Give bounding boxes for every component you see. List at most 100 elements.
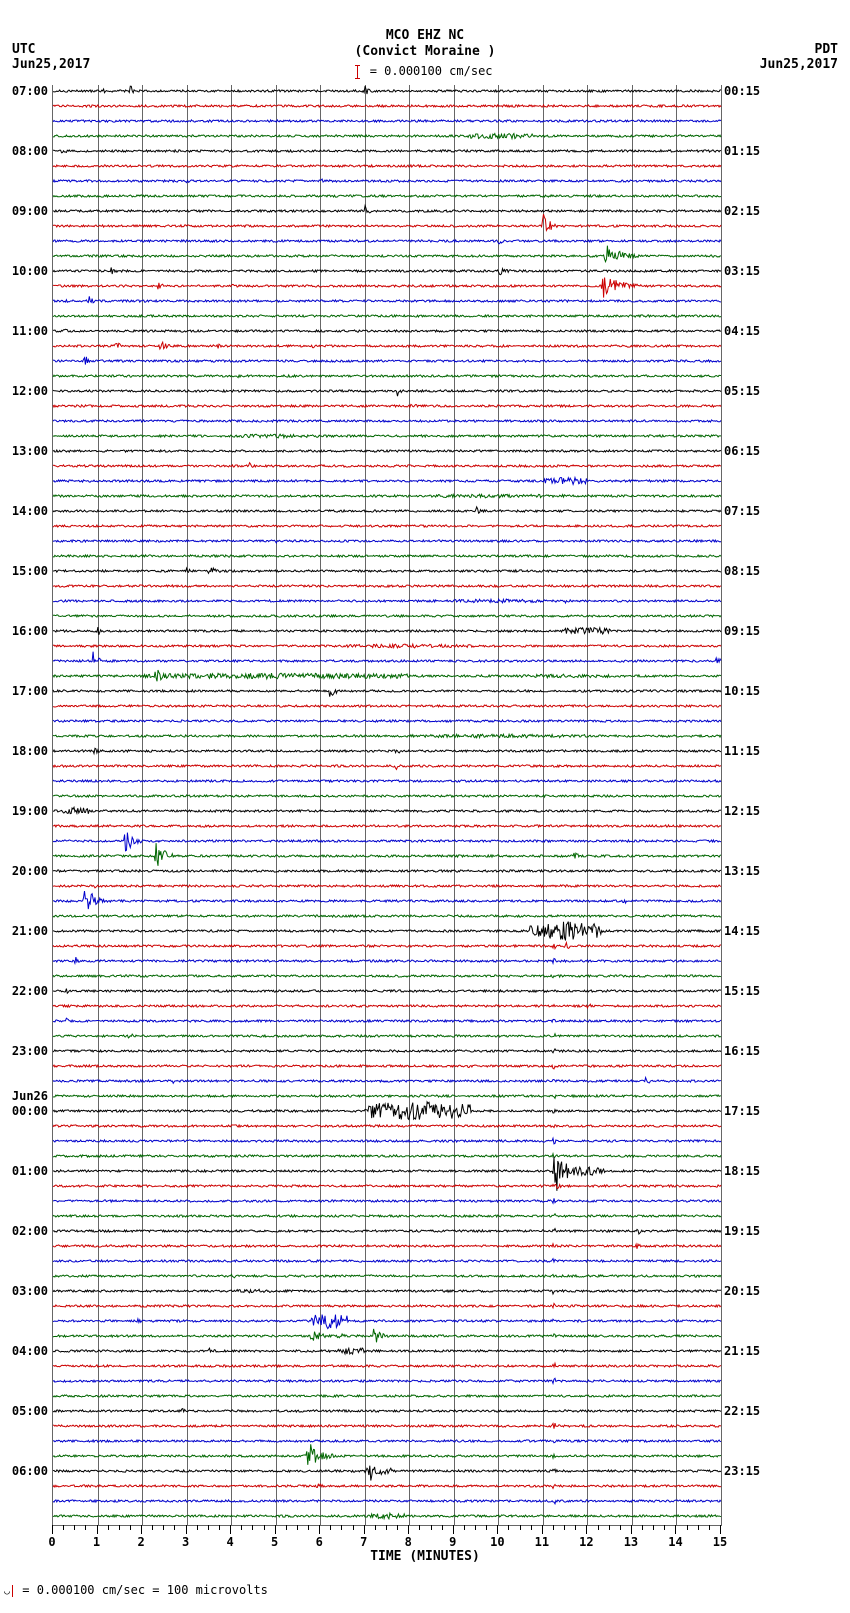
x-tick-label: 3 [176,1535,196,1549]
x-tick-major [542,1525,543,1534]
seismic-trace [53,1066,721,1096]
gridline-v [454,85,455,1525]
seismic-trace [53,1186,721,1216]
seismic-trace [53,1426,721,1456]
seismic-trace [53,826,721,856]
gridline-v [632,85,633,1525]
seismic-trace [53,646,721,676]
x-tick-label: 15 [710,1535,730,1549]
seismic-trace [53,1156,721,1186]
seismic-trace [53,316,721,346]
pdt-time-label: 15:15 [724,984,760,998]
date-left-label: Jun25,2017 [12,57,90,72]
seismic-trace [53,1036,721,1066]
x-tick-label: 11 [532,1535,552,1549]
x-tick-major [186,1525,187,1534]
x-tick-major [275,1525,276,1534]
seismic-trace [53,211,721,241]
x-tick-major [141,1525,142,1534]
pdt-time-label: 16:15 [724,1044,760,1058]
utc-time-label: 15:00 [2,564,48,578]
seismic-trace [53,841,721,871]
seismic-trace [53,91,721,121]
footer-scale: ◡ = 0.000100 cm/sec = 100 microvolts [4,1583,268,1597]
x-tick-label: 14 [665,1535,685,1549]
x-tick-label: 2 [131,1535,151,1549]
seismic-trace [53,361,721,391]
x-tick-label: 6 [309,1535,329,1549]
x-tick-minor [264,1525,265,1530]
utc-time-label: 18:00 [2,744,48,758]
pdt-time-label: 22:15 [724,1404,760,1418]
pdt-time-label: 01:15 [724,144,760,158]
seismic-trace [53,166,721,196]
seismic-trace [53,1216,721,1246]
utc-time-label: 06:00 [2,1464,48,1478]
x-tick-minor [130,1525,131,1530]
x-tick-minor [197,1525,198,1530]
seismic-trace [53,1231,721,1261]
gridline-v [365,85,366,1525]
seismic-trace [53,1246,721,1276]
seismic-trace [53,151,721,181]
utc-time-label: 14:00 [2,504,48,518]
tz-right-label: PDT [815,42,838,57]
seismic-trace [53,766,721,796]
seismic-trace [53,736,721,766]
pdt-time-label: 17:15 [724,1104,760,1118]
x-tick-minor [252,1525,253,1530]
seismic-trace [53,406,721,436]
scale-bar-icon [357,65,358,79]
station-location: (Convict Moraine ) [0,44,850,59]
seismic-trace [53,1141,721,1171]
seismic-trace [53,121,721,151]
utc-time-label: 22:00 [2,984,48,998]
pdt-time-label: 18:15 [724,1164,760,1178]
seismic-trace [53,1276,721,1306]
tz-left-label: UTC [12,42,35,57]
seismic-trace [53,1321,721,1351]
seismic-trace [53,1021,721,1051]
utc-time-label: 08:00 [2,144,48,158]
x-tick-minor [486,1525,487,1530]
seismic-trace [53,1396,721,1426]
utc-time-label: 05:00 [2,1404,48,1418]
x-tick-minor [531,1525,532,1530]
seismic-trace [53,451,721,481]
utc-time-label: 01:00 [2,1164,48,1178]
x-tick-minor [375,1525,376,1530]
x-tick-label: 10 [487,1535,507,1549]
utc-time-label: 19:00 [2,804,48,818]
x-tick-major [97,1525,98,1534]
x-tick-major [364,1525,365,1534]
day-break-label: Jun26 [2,1089,48,1103]
seismic-trace [53,196,721,226]
plot-area [52,85,722,1526]
x-tick-minor [119,1525,120,1530]
seismic-trace [53,691,721,721]
x-tick-major [319,1525,320,1534]
x-tick-minor [564,1525,565,1530]
pdt-time-label: 11:15 [724,744,760,758]
pdt-time-label: 12:15 [724,804,760,818]
x-tick-minor [642,1525,643,1530]
pdt-time-label: 03:15 [724,264,760,278]
seismic-trace [53,496,721,526]
utc-time-label: 16:00 [2,624,48,638]
seismic-trace [53,136,721,166]
seismic-trace [53,1501,721,1531]
seismic-trace [53,226,721,256]
x-tick-label: 4 [220,1535,240,1549]
x-tick-minor [620,1525,621,1530]
x-tick-minor [85,1525,86,1530]
seismic-trace [53,946,721,976]
seismic-trace [53,1366,721,1396]
x-tick-minor [174,1525,175,1530]
x-tick-minor [698,1525,699,1530]
seismic-trace [53,421,721,451]
seismic-trace [53,181,721,211]
seismic-trace [53,901,721,931]
seismic-trace [53,616,721,646]
seismic-trace [53,1336,721,1366]
x-tick-minor [163,1525,164,1530]
